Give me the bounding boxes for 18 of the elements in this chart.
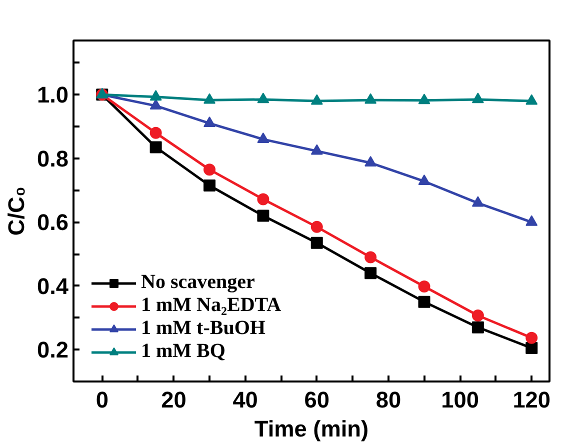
x-axis-title: Time (min) [254, 416, 369, 442]
y-tick-label: 0.6 [37, 209, 69, 236]
y-tick-label: 0.4 [37, 272, 69, 299]
x-tick-label: 60 [304, 386, 330, 412]
x-tick-label: 80 [376, 386, 402, 412]
x-tick-label: 40 [232, 386, 258, 412]
legend-label: 1 mM t-BuOH [141, 317, 266, 340]
y-axis-title: C/C₀ [3, 186, 30, 236]
x-tick-label: 100 [441, 386, 479, 412]
x-tick-label: 0 [96, 386, 108, 412]
legend-label: No scavenger [141, 271, 255, 294]
y-tick-label: 0.2 [37, 336, 69, 363]
x-tick-label: 20 [161, 386, 186, 412]
x-tick-label: 120 [512, 386, 551, 412]
legend-label: 1 mM BQ [141, 340, 226, 363]
y-tick-label: 0.8 [37, 145, 69, 172]
y-tick-label: 1.0 [37, 82, 69, 108]
legend-label: 1 mM Na₂EDTA [141, 294, 282, 317]
